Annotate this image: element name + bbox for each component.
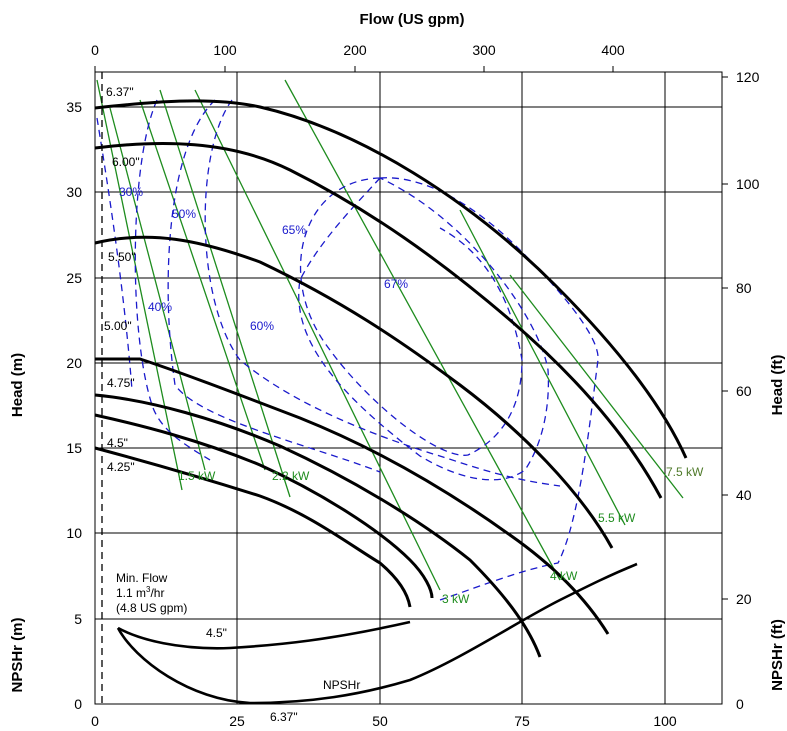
power-label-3kw: 3 kW [442, 592, 470, 606]
right-npsh-axis-title: NPSHr (ft) [769, 619, 786, 691]
min-flow-line-2: 1.1 m3/hr [116, 585, 164, 600]
power-lines [96, 79, 684, 591]
head-curve-550 [94, 235, 614, 549]
left-npsh-axis-title: NPSHr (m) [9, 617, 26, 692]
tick-left-20: 20 [66, 355, 82, 371]
efficiency-contours [96, 99, 599, 601]
head-curve-45 [94, 413, 434, 599]
npshr-curves [116, 562, 638, 705]
imp-label-550: 5.50" [108, 250, 136, 264]
power-label-5-5kw: 5.5 kW [598, 511, 636, 525]
eff-label-50: 50% [172, 207, 196, 221]
tick-left-10: 10 [66, 525, 82, 541]
tick-top-200: 200 [343, 42, 367, 58]
min-flow-exponent: 3 [146, 585, 151, 594]
right-head-axis-title: Head (ft) [769, 355, 786, 416]
eff-label-65: 65% [282, 223, 306, 237]
tick-right-40: 40 [736, 487, 752, 503]
tick-bottom-75: 75 [514, 713, 530, 729]
tick-bottom-50: 50 [372, 713, 388, 729]
eff-label-60: 60% [250, 319, 274, 333]
tick-left-15: 15 [66, 440, 82, 456]
npshr-label: NPSHr [323, 678, 360, 692]
tick-left-25: 25 [66, 270, 82, 286]
tick-right-120: 120 [736, 69, 760, 85]
npshr-curve-637 [116, 562, 638, 705]
eff-contour-65-inner [299, 177, 523, 456]
right-ticks: 120 100 80 60 40 20 0 [722, 69, 760, 712]
imp-label-475: 4.75" [107, 376, 135, 390]
eff-contour-50 [167, 99, 381, 473]
eff-contour-30 [96, 117, 133, 391]
power-line-a [109, 107, 206, 471]
power-label-1-5kw: 1.5 kW [178, 469, 216, 483]
tick-top-300: 300 [472, 42, 496, 58]
power-line-1-5kw [96, 79, 183, 491]
top-axis-title: Flow (US gpm) [360, 11, 465, 28]
min-flow-line-3: (4.8 US gpm) [116, 601, 187, 615]
head-curve-425 [94, 446, 412, 608]
eff-label-30: 30% [119, 185, 143, 199]
head-curve-637 [94, 99, 688, 459]
eff-label-67: 67% [384, 277, 408, 291]
tick-bottom-100: 100 [653, 713, 677, 729]
tick-left-0: 0 [74, 696, 82, 712]
power-line-4kw [284, 79, 561, 581]
power-labels: 1.5 kW 2.2 kW 3 kW 4 kW 5.5 kW 7.5 kW [178, 465, 704, 606]
power-line-2-2kw [159, 89, 291, 498]
tick-top-100: 100 [213, 42, 237, 58]
left-head-axis-title: Head (m) [9, 353, 26, 417]
tick-left-30: 30 [66, 184, 82, 200]
min-flow-note: Min. Flow 1.1 m3/hr (4.8 US gpm) [116, 571, 187, 615]
imp-label-600: 6.00" [112, 155, 140, 169]
imp-label-425: 4.25" [107, 460, 135, 474]
head-curve-500 [95, 357, 610, 635]
plot-frame [94, 71, 723, 705]
eff-contour-40 [134, 99, 211, 461]
power-label-7-5kw: 7.5 kW [666, 465, 704, 479]
head-curve-475 [94, 393, 542, 658]
tick-top-0: 0 [91, 42, 99, 58]
head-curve-600 [94, 141, 663, 499]
min-flow-value: 1.1 m [116, 586, 146, 600]
power-line-b [139, 99, 266, 471]
tick-left-5: 5 [74, 611, 82, 627]
npsh-label-45: 4.5" [206, 626, 227, 640]
npshr-curve-45 [117, 620, 411, 650]
eff-label-40: 40% [148, 300, 172, 314]
imp-label-637: 6.37" [106, 85, 134, 99]
imp-label-500: 5.00" [104, 319, 132, 333]
head-curves [94, 99, 688, 658]
power-line-5-5kw [459, 209, 626, 526]
power-line-7-5kw [509, 274, 684, 499]
tick-right-100: 100 [736, 176, 760, 192]
min-flow-line-1: Min. Flow [116, 571, 168, 585]
min-flow-unit: /hr [150, 586, 164, 600]
eff-contour-67 [379, 177, 599, 601]
bottom-ticks: 0 25 50 75 100 [91, 713, 677, 729]
power-label-2-2kw: 2.2 kW [272, 469, 310, 483]
top-ticks: 0 100 200 300 400 [91, 42, 625, 72]
tick-right-60: 60 [736, 383, 752, 399]
efficiency-labels: 30% 40% 50% 60% 65% 67% [119, 185, 408, 333]
left-ticks: 35 30 25 20 15 10 5 0 [66, 99, 82, 712]
tick-bottom-25: 25 [229, 713, 245, 729]
tick-right-20: 20 [736, 591, 752, 607]
tick-bottom-0: 0 [91, 713, 99, 729]
tick-right-0: 0 [736, 696, 744, 712]
power-line-3kw [194, 89, 441, 591]
tick-right-80: 80 [736, 280, 752, 296]
power-label-4kw: 4 kW [550, 569, 578, 583]
tick-left-35: 35 [66, 99, 82, 115]
eff-contour-65 [298, 177, 550, 481]
tick-top-400: 400 [601, 42, 625, 58]
eff-contour-60 [204, 99, 561, 487]
npsh-label-637: 6.37" [270, 710, 298, 724]
imp-label-45: 4.5" [107, 436, 128, 450]
impeller-labels: 6.37" 6.00" 5.50" 5.00" 4.75" 4.5" 4.25" [104, 85, 140, 474]
